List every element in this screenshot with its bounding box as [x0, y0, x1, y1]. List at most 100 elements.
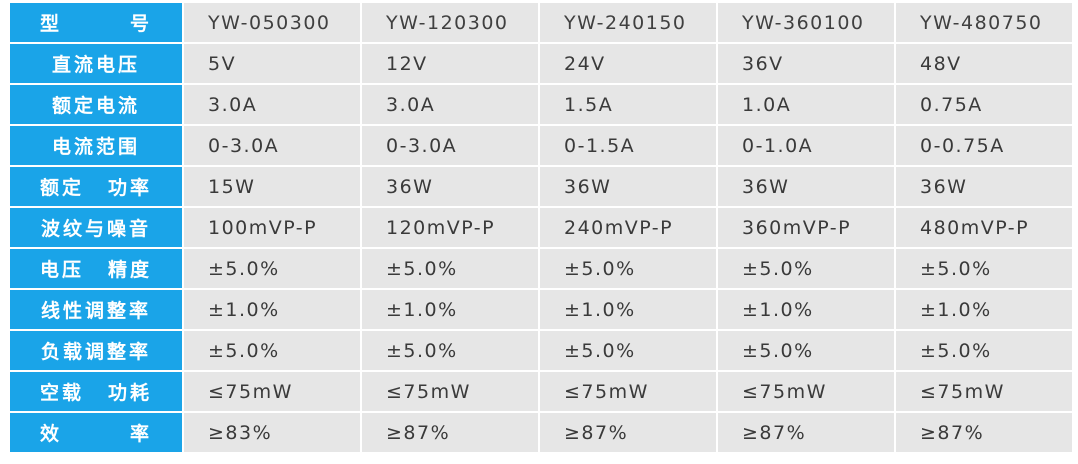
- table-cell: 0.75A: [896, 85, 1072, 124]
- table-cell: ±5.0%: [896, 249, 1072, 288]
- table-cell: ±5.0%: [540, 331, 716, 370]
- header-row: 型 号 YW-050300 YW-120300 YW-240150 YW-360…: [10, 3, 1072, 42]
- table-row: 直流电压 5V 12V 24V 36V 48V: [10, 44, 1072, 83]
- table-cell: ≥83%: [184, 413, 360, 452]
- table-cell: 360mVP-P: [718, 208, 894, 247]
- row-label-part: 波纹与噪音: [40, 218, 151, 240]
- table-cell: 240mVP-P: [540, 208, 716, 247]
- header-label-cell: 型 号: [10, 3, 182, 42]
- table-cell: ±1.0%: [540, 290, 716, 329]
- table-cell: ≤75mW: [540, 372, 716, 411]
- table-row: 线性调整率 ±1.0% ±1.0% ±1.0% ±1.0% ±1.0%: [10, 290, 1072, 329]
- row-label-cell: 额定 功率: [10, 167, 182, 206]
- row-label: 波纹与噪音: [40, 208, 152, 247]
- table-cell: ≤75mW: [362, 372, 538, 411]
- header-label: 型 号: [40, 3, 152, 42]
- table-cell: 480mVP-P: [896, 208, 1072, 247]
- table-cell: 36W: [896, 167, 1072, 206]
- row-label-cell: 波纹与噪音: [10, 208, 182, 247]
- table-cell: 0-1.0A: [718, 126, 894, 165]
- table-cell: ≥87%: [896, 413, 1072, 452]
- row-label: 额定电流: [40, 85, 152, 124]
- row-label-cell: 额定电流: [10, 85, 182, 124]
- table-cell: 36W: [540, 167, 716, 206]
- row-label-cell: 电压 精度: [10, 249, 182, 288]
- table-cell: 24V: [540, 44, 716, 83]
- row-label: 直流电压: [40, 44, 152, 83]
- table-row: 电压 精度 ±5.0% ±5.0% ±5.0% ±5.0% ±5.0%: [10, 249, 1072, 288]
- table-cell: 36W: [718, 167, 894, 206]
- row-label: 电压 精度: [40, 249, 152, 288]
- table-cell: ±5.0%: [540, 249, 716, 288]
- row-label-part: 空载: [40, 382, 85, 404]
- table-cell: 36V: [718, 44, 894, 83]
- table-cell: ±5.0%: [896, 331, 1072, 370]
- row-label-part: 额定电流: [51, 95, 140, 117]
- table-cell: 1.5A: [540, 85, 716, 124]
- table-cell: ±5.0%: [184, 249, 360, 288]
- column-header: YW-480750: [896, 3, 1072, 42]
- row-label-part: 率: [129, 423, 152, 445]
- table-cell: ±5.0%: [718, 331, 894, 370]
- table-cell: 1.0A: [718, 85, 894, 124]
- row-label-cell: 电流范围: [10, 126, 182, 165]
- row-label-part: 负载调整率: [40, 341, 151, 363]
- table-cell: 100mVP-P: [184, 208, 360, 247]
- row-label: 空载 功耗: [40, 372, 152, 411]
- row-label: 效率: [40, 413, 152, 452]
- table-cell: 3.0A: [362, 85, 538, 124]
- column-header: YW-240150: [540, 3, 716, 42]
- table-cell: 3.0A: [184, 85, 360, 124]
- table-cell: ±5.0%: [184, 331, 360, 370]
- table-row: 空载 功耗 ≤75mW ≤75mW ≤75mW ≤75mW ≤75mW: [10, 372, 1072, 411]
- header-label-part: 号: [129, 13, 152, 35]
- table-cell: ±5.0%: [718, 249, 894, 288]
- row-label-part: 电压: [40, 259, 85, 281]
- row-label-cell: 线性调整率: [10, 290, 182, 329]
- row-label: 电流范围: [40, 126, 152, 165]
- table-cell: 48V: [896, 44, 1072, 83]
- row-label-part: 效: [40, 423, 63, 445]
- spec-table: 型 号 YW-050300 YW-120300 YW-240150 YW-360…: [8, 1, 1074, 454]
- column-header: YW-360100: [718, 3, 894, 42]
- table-cell: ≥87%: [362, 413, 538, 452]
- table-cell: 15W: [184, 167, 360, 206]
- column-header: YW-050300: [184, 3, 360, 42]
- table-cell: 0-3.0A: [184, 126, 360, 165]
- row-label-part: 直流电压: [51, 54, 140, 76]
- row-label-part: 功耗: [107, 382, 152, 404]
- row-label: 负载调整率: [40, 331, 152, 370]
- table-cell: 0-0.75A: [896, 126, 1072, 165]
- header-label-part: 型: [40, 13, 63, 35]
- table-cell: ±1.0%: [362, 290, 538, 329]
- row-label: 额定 功率: [40, 167, 152, 206]
- table-cell: 0-1.5A: [540, 126, 716, 165]
- table-cell: ≥87%: [540, 413, 716, 452]
- table-cell: ±5.0%: [362, 331, 538, 370]
- row-label-cell: 负载调整率: [10, 331, 182, 370]
- table-cell: ≤75mW: [896, 372, 1072, 411]
- table-row: 效率 ≥83% ≥87% ≥87% ≥87% ≥87%: [10, 413, 1072, 452]
- row-label-part: 电流范围: [51, 136, 140, 158]
- table-row: 负载调整率 ±5.0% ±5.0% ±5.0% ±5.0% ±5.0%: [10, 331, 1072, 370]
- table-cell: ≤75mW: [184, 372, 360, 411]
- table-row: 电流范围 0-3.0A 0-3.0A 0-1.5A 0-1.0A 0-0.75A: [10, 126, 1072, 165]
- table-cell: 120mVP-P: [362, 208, 538, 247]
- table-cell: ±1.0%: [896, 290, 1072, 329]
- table-cell: ≥87%: [718, 413, 894, 452]
- spec-table-body: 型 号 YW-050300 YW-120300 YW-240150 YW-360…: [10, 3, 1072, 452]
- row-label-cell: 直流电压: [10, 44, 182, 83]
- table-cell: ±1.0%: [184, 290, 360, 329]
- table-cell: 36W: [362, 167, 538, 206]
- row-label-part: 精度: [107, 259, 152, 281]
- row-label: 线性调整率: [40, 290, 152, 329]
- table-cell: 0-3.0A: [362, 126, 538, 165]
- table-row: 额定电流 3.0A 3.0A 1.5A 1.0A 0.75A: [10, 85, 1072, 124]
- row-label-part: 线性调整率: [40, 300, 151, 322]
- row-label-part: 额定: [40, 177, 85, 199]
- row-label-part: 功率: [107, 177, 152, 199]
- column-header: YW-120300: [362, 3, 538, 42]
- table-row: 额定 功率 15W 36W 36W 36W 36W: [10, 167, 1072, 206]
- table-cell: ±5.0%: [362, 249, 538, 288]
- row-label-cell: 效率: [10, 413, 182, 452]
